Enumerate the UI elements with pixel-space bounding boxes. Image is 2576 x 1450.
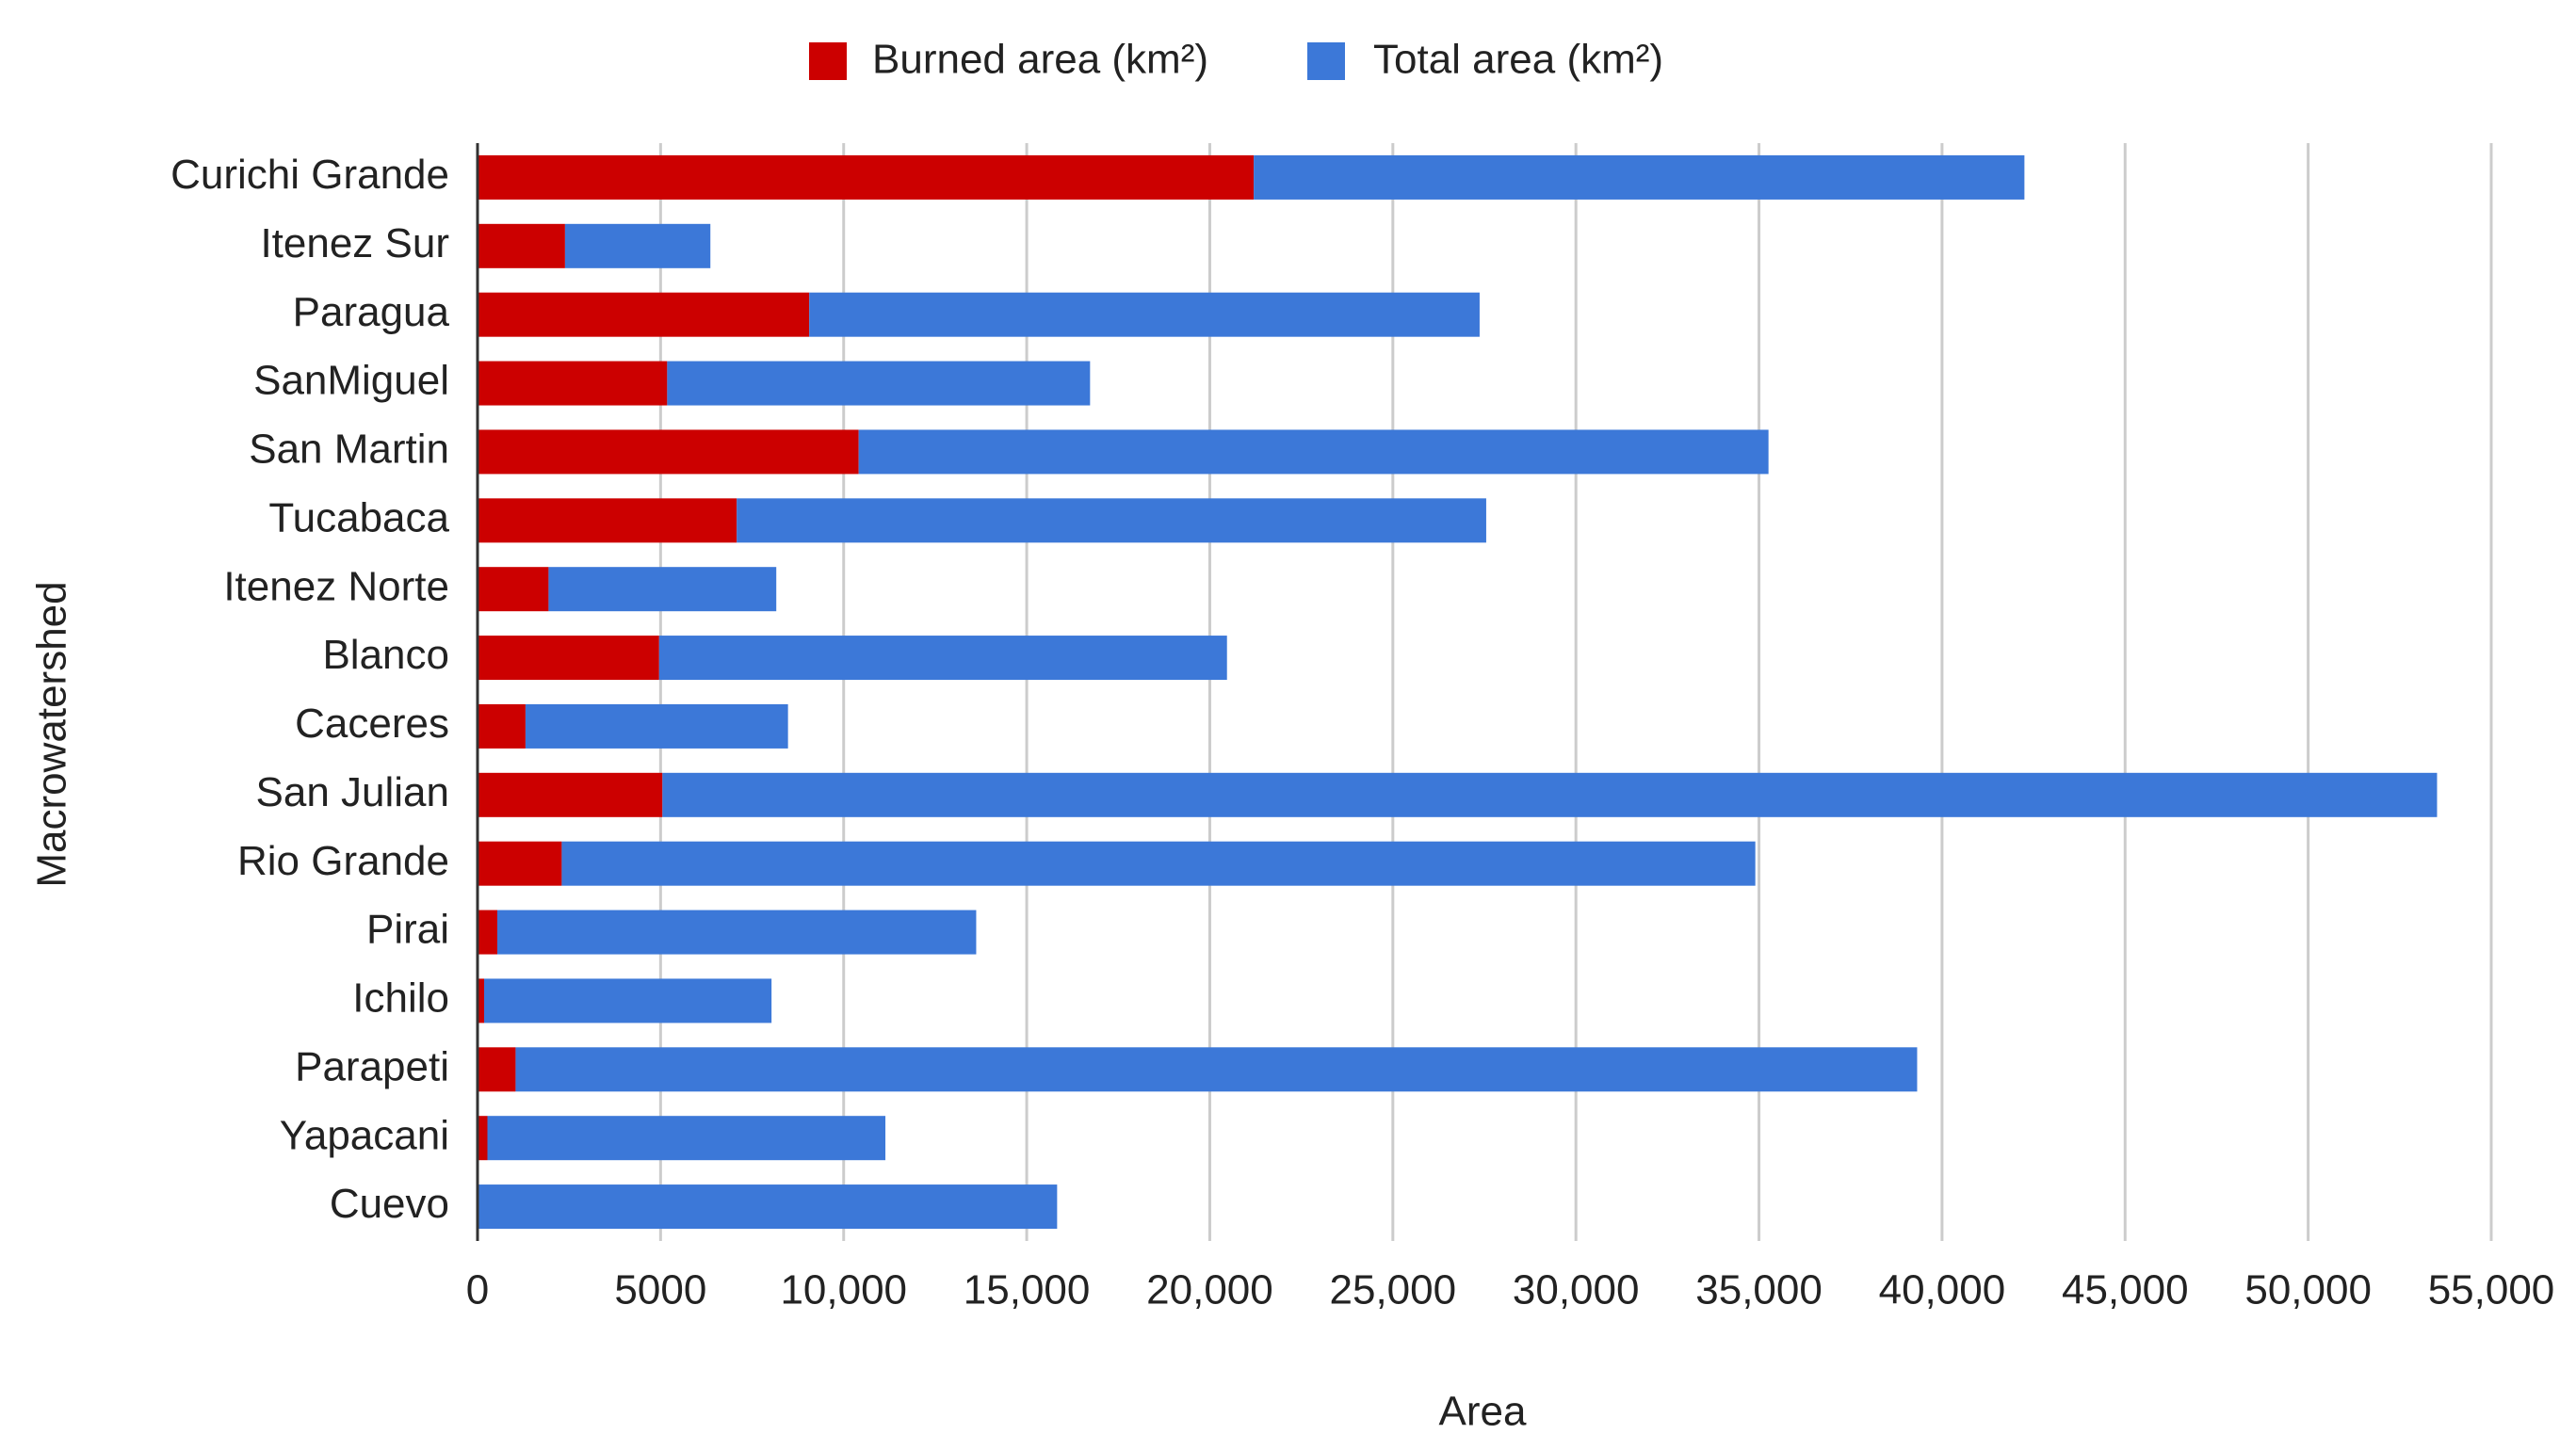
y-tick-label: Caceres: [295, 701, 449, 747]
bar-segment: [478, 154, 1255, 200]
y-tick-label: Ichilo: [352, 975, 449, 1022]
bar-segment: [478, 498, 737, 543]
x-tick-label: 55,000: [2428, 1267, 2555, 1313]
x-tick-label: 45,000: [2062, 1267, 2189, 1313]
legend-swatch: [1307, 42, 1345, 80]
bar-segment: [737, 498, 1486, 543]
y-axis-title: Macrowatershed: [29, 581, 75, 887]
bar-segment: [662, 772, 2438, 817]
y-tick-label: Blanco: [322, 632, 449, 678]
y-tick-label: San Martin: [249, 427, 449, 473]
bar-segment: [478, 567, 549, 612]
y-tick-label: Parapeti: [295, 1043, 449, 1089]
bar-segment: [478, 1116, 488, 1161]
y-tick-label: Itenez Norte: [223, 563, 449, 609]
bar-segment: [487, 1116, 886, 1161]
bar-segment: [496, 910, 977, 955]
bar-segment: [478, 1184, 1058, 1230]
bar-segment: [1254, 154, 2025, 200]
y-tick-label: Paragua: [293, 289, 450, 335]
y-tick-label: Cuevo: [330, 1181, 449, 1227]
y-tick-label: SanMiguel: [253, 358, 449, 404]
bar-segment: [858, 429, 1769, 475]
y-tick-label: Pirai: [366, 907, 449, 953]
bar-segment: [658, 636, 1227, 681]
legend-label: Total area (km²): [1373, 37, 1663, 83]
x-tick-label: 35,000: [1695, 1267, 1823, 1313]
bar-segment: [478, 703, 526, 749]
y-tick-label: Yapacani: [280, 1112, 449, 1158]
y-tick-label: Rio Grande: [237, 838, 449, 884]
y-tick-label: San Julian: [256, 769, 449, 815]
x-tick-label: 15,000: [964, 1267, 1091, 1313]
x-tick-label: 0: [466, 1267, 489, 1313]
bar-segment: [478, 841, 562, 886]
y-tick-label: Curichi Grande: [170, 152, 449, 198]
x-tick-label: 40,000: [1879, 1267, 2006, 1313]
x-tick-label: 25,000: [1330, 1267, 1457, 1313]
bar-segment: [564, 223, 711, 268]
x-tick-label: 20,000: [1146, 1267, 1273, 1313]
bar-segment: [478, 910, 497, 955]
bar-segment: [561, 841, 1756, 886]
bar-segment: [478, 978, 484, 1023]
x-tick-label: 5000: [614, 1267, 706, 1313]
bar-segment: [548, 567, 777, 612]
y-tick-label: Tucabaca: [268, 494, 449, 540]
bar-segment: [809, 292, 1480, 337]
bar-segment: [667, 361, 1091, 406]
legend-label: Burned area (km²): [872, 37, 1208, 83]
bar-segment: [478, 361, 668, 406]
bar-segment: [478, 1047, 516, 1092]
x-axis-title: Area: [1439, 1389, 1527, 1435]
x-tick-label: 30,000: [1513, 1267, 1640, 1313]
bar-segment: [478, 636, 659, 681]
x-tick-label: 50,000: [2244, 1267, 2372, 1313]
bar-segment: [478, 292, 810, 337]
bar-segment: [525, 703, 788, 749]
bar-segment: [483, 978, 772, 1023]
bar-segment: [515, 1047, 1918, 1092]
bar-segment: [478, 223, 565, 268]
bar-segment: [478, 772, 663, 817]
x-tick-label: 10,000: [780, 1267, 907, 1313]
bar-segment: [478, 429, 859, 475]
legend-swatch: [809, 42, 847, 80]
y-tick-label: Itenez Sur: [260, 220, 449, 266]
